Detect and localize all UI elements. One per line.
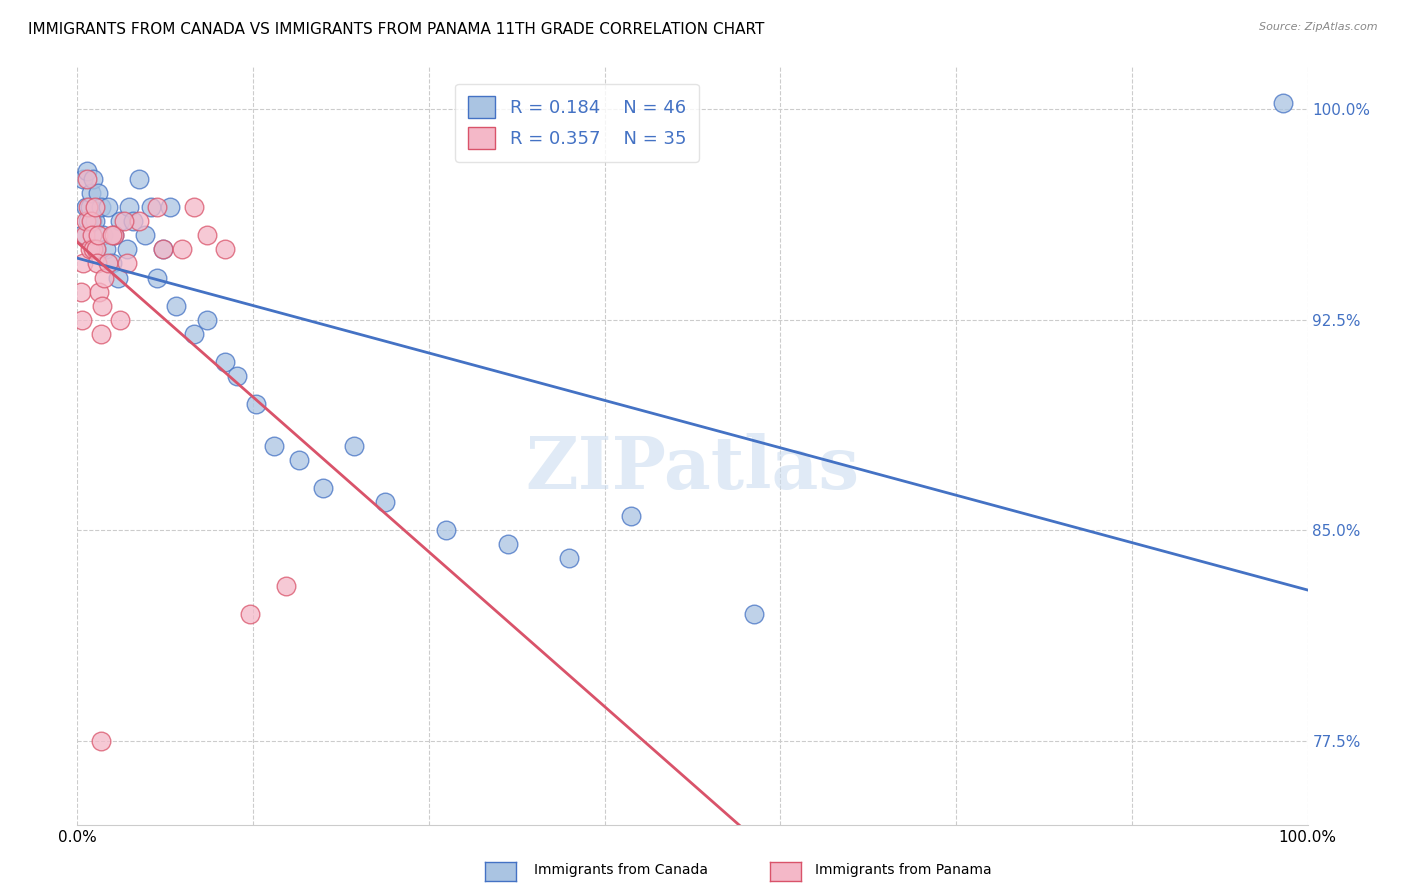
Text: ZIPatlas: ZIPatlas	[526, 434, 859, 504]
Point	[76, 172, 98, 186]
Point	[245, 397, 267, 411]
Point	[90, 200, 112, 214]
Point	[101, 256, 124, 270]
Point	[76, 163, 98, 178]
Point	[121, 214, 143, 228]
Point	[80, 214, 103, 228]
Point	[90, 299, 114, 313]
Point	[159, 200, 181, 214]
Point	[214, 355, 236, 369]
Text: IMMIGRANTS FROM CANADA VS IMMIGRANTS FROM PANAMA 11TH GRADE CORRELATION CHART: IMMIGRANTS FROM CANADA VS IMMIGRANTS FRO…	[28, 22, 765, 37]
Point	[110, 312, 132, 326]
Text: Immigrants from Panama: Immigrants from Panama	[815, 863, 993, 877]
Point	[496, 537, 519, 551]
Point	[288, 453, 311, 467]
Point	[82, 172, 104, 186]
Point	[1272, 96, 1295, 111]
Point	[82, 228, 104, 243]
Point	[87, 228, 110, 243]
Point	[87, 186, 110, 201]
Point	[165, 299, 187, 313]
Point	[90, 734, 112, 748]
Point	[436, 523, 458, 537]
Point	[103, 228, 125, 243]
Point	[72, 256, 94, 270]
Point	[70, 285, 93, 299]
Point	[263, 439, 285, 453]
Point	[115, 256, 138, 270]
Point	[107, 270, 129, 285]
Point	[75, 214, 97, 228]
Point	[101, 228, 124, 243]
Point	[276, 579, 298, 593]
Point	[97, 200, 120, 214]
Point	[83, 200, 105, 214]
Point	[195, 312, 218, 326]
Point	[97, 256, 120, 270]
Point	[70, 228, 93, 243]
Point	[70, 312, 93, 326]
Point	[128, 172, 150, 186]
Text: Source: ZipAtlas.com: Source: ZipAtlas.com	[1260, 22, 1378, 32]
Point	[84, 243, 107, 257]
Point	[152, 243, 174, 257]
Point	[91, 228, 114, 243]
Point	[112, 214, 135, 228]
Point	[110, 214, 132, 228]
Point	[72, 172, 94, 186]
Point	[195, 228, 218, 243]
Point	[620, 509, 643, 524]
Point	[83, 214, 105, 228]
Point	[84, 243, 107, 257]
Point	[214, 243, 236, 257]
Point	[239, 607, 262, 622]
Point	[94, 243, 117, 257]
Point	[134, 228, 156, 243]
Point	[77, 200, 100, 214]
Point	[183, 326, 205, 341]
Point	[152, 243, 174, 257]
Point	[312, 481, 335, 495]
Point	[374, 495, 396, 509]
Text: Immigrants from Canada: Immigrants from Canada	[534, 863, 709, 877]
Point	[77, 214, 100, 228]
Point	[79, 200, 101, 214]
Point	[183, 200, 205, 214]
Point	[343, 439, 366, 453]
Point	[90, 326, 112, 341]
Point	[146, 200, 169, 214]
Point	[558, 551, 581, 566]
Point	[103, 228, 125, 243]
Point	[89, 285, 111, 299]
Point	[82, 243, 104, 257]
Point	[93, 270, 115, 285]
Point	[170, 243, 193, 257]
Legend: R = 0.184    N = 46, R = 0.357    N = 35: R = 0.184 N = 46, R = 0.357 N = 35	[456, 84, 699, 161]
Point	[75, 200, 97, 214]
Point	[80, 186, 103, 201]
Point	[73, 228, 96, 243]
Point	[141, 200, 163, 214]
Point	[115, 243, 138, 257]
Point	[146, 270, 169, 285]
Point	[79, 243, 101, 257]
Point	[118, 200, 141, 214]
Point	[128, 214, 150, 228]
Point	[86, 256, 108, 270]
Point	[82, 214, 104, 228]
Point	[742, 607, 765, 622]
Point	[226, 368, 249, 383]
